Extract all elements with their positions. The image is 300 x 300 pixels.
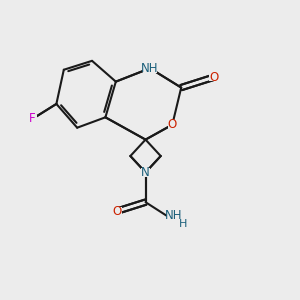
FancyBboxPatch shape [143, 64, 157, 73]
Text: F: F [29, 112, 36, 125]
Text: O: O [209, 71, 218, 84]
Text: O: O [168, 118, 177, 131]
Text: NH: NH [165, 209, 182, 222]
FancyBboxPatch shape [167, 212, 181, 220]
FancyBboxPatch shape [113, 207, 122, 215]
FancyBboxPatch shape [179, 220, 186, 227]
FancyBboxPatch shape [167, 120, 177, 129]
FancyBboxPatch shape [28, 115, 37, 123]
Text: O: O [113, 205, 122, 218]
Text: NH: NH [141, 62, 159, 75]
Text: H: H [178, 219, 187, 229]
FancyBboxPatch shape [209, 73, 218, 81]
FancyBboxPatch shape [141, 168, 150, 177]
Text: N: N [141, 166, 150, 179]
